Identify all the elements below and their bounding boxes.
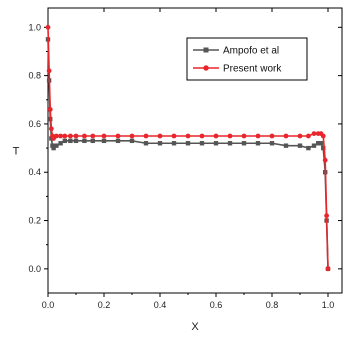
data-point-ampofo-et-al [306,145,311,151]
data-point-present-work [82,133,87,139]
data-point-ampofo-et-al [171,141,177,146]
series-layer [45,24,331,272]
data-point-ampofo-et-al [316,141,321,146]
x-tick-label: 1.0 [322,300,335,310]
data-point-ampofo-et-al [58,141,63,146]
data-point-ampofo-et-al [255,141,261,146]
data-point-present-work [171,133,177,139]
data-point-present-work [101,133,107,139]
data-point-present-work [213,133,219,139]
data-point-present-work [322,157,328,163]
data-point-present-work [306,133,311,139]
data-point-ampofo-et-al [213,141,219,146]
data-point-present-work [129,133,135,139]
data-point-present-work [297,133,303,139]
data-point-ampofo-et-al [227,141,233,146]
data-point-present-work [58,133,63,139]
data-point-present-work [320,133,326,139]
legend-box [186,37,308,81]
plot-frame [47,7,343,294]
data-point-ampofo-et-al [90,138,95,144]
legend-marker-present-work [203,65,209,71]
data-point-present-work [185,133,191,139]
data-point-ampofo-et-al [54,143,59,148]
y-tick-label: 0.4 [28,167,41,177]
data-point-present-work [325,266,331,272]
legend-label-ampofo-et-al: Ampofo et al [223,46,279,57]
y-tick-label: 0.2 [28,216,41,226]
data-point-present-work [73,133,79,139]
x-tick-label: 0.2 [98,300,111,310]
data-point-ampofo-et-al [50,143,55,148]
data-point-ampofo-et-al [157,141,163,146]
data-point-ampofo-et-al [62,138,67,144]
data-point-ampofo-et-al [51,145,56,151]
x-tick-label: 0.8 [266,300,279,310]
data-point-ampofo-et-al [101,138,107,144]
data-point-ampofo-et-al [283,143,289,148]
data-point-ampofo-et-al [241,141,247,146]
data-point-ampofo-et-al [68,138,73,144]
data-point-present-work [241,133,247,139]
data-point-present-work [269,133,275,139]
data-point-ampofo-et-al [318,141,324,146]
data-point-present-work [255,133,261,139]
data-point-present-work [143,133,149,139]
data-point-present-work [115,133,121,139]
data-point-present-work [47,107,53,112]
x-tick-label: 0.6 [210,300,223,310]
data-point-ampofo-et-al [269,141,275,146]
x-tick-label: 0.4 [154,300,167,310]
data-point-present-work [46,68,52,74]
data-point-present-work [90,133,96,139]
x-axis-label: X [191,321,199,333]
data-point-present-work [45,24,51,30]
data-point-present-work [199,133,205,139]
legend-marker-ampofo-et-al [203,47,209,53]
legend: Ampofo et al Present work [186,37,308,81]
data-point-present-work [283,133,289,139]
data-point-present-work [54,133,59,139]
axes: 0.0 0.2 0.4 0.6 0.8 1.0 0.0 0.2 0.4 0.6 0.8 1.0 [28,7,343,310]
data-point-ampofo-et-al [129,138,135,144]
data-point-ampofo-et-al [73,138,79,144]
data-point-present-work [227,133,233,139]
legend-label-present-work: Present work [223,64,282,75]
data-point-present-work [48,126,54,132]
data-point-ampofo-et-al [297,143,303,148]
x-tick-label: 0.0 [42,300,55,310]
data-point-present-work [157,133,163,139]
data-point-ampofo-et-al [115,138,121,144]
data-point-ampofo-et-al [143,141,149,146]
y-tick-label: 0.0 [28,264,41,274]
data-point-ampofo-et-al [185,141,191,146]
data-point-present-work [311,131,317,136]
data-point-ampofo-et-al [321,145,326,151]
y-tick-label: 0.8 [28,71,41,81]
y-axis-label: T [13,146,20,158]
y-tick-label: 1.0 [28,22,41,32]
data-point-ampofo-et-al [82,138,87,144]
series-present-work [45,24,331,272]
data-point-present-work [324,213,329,219]
y-tick-label: 0.6 [28,119,41,129]
data-point-present-work [68,133,73,139]
data-point-present-work [62,133,68,139]
data-point-ampofo-et-al [199,141,205,146]
data-point-ampofo-et-al [311,143,317,148]
